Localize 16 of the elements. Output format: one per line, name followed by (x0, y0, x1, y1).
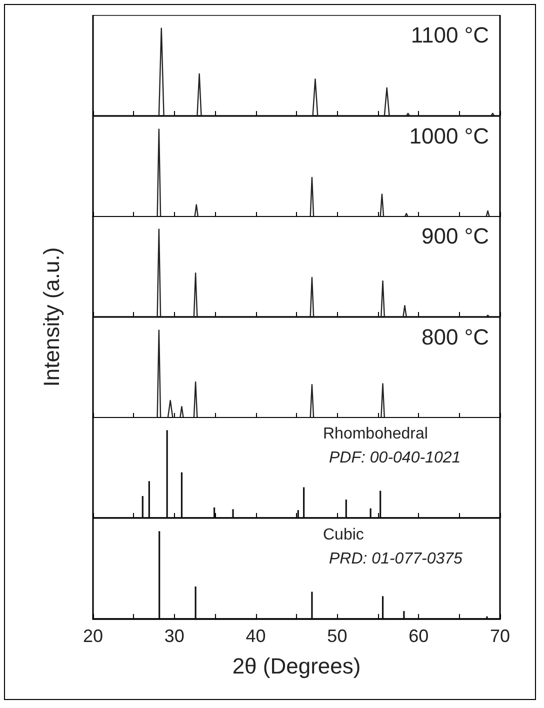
x-tick-label: 50 (327, 626, 348, 646)
text: PRD: 01-077-0375 (329, 550, 463, 567)
x-tick-label: 40 (246, 626, 266, 646)
chart-title: 900 °C (421, 224, 490, 248)
x-tick-label: 30 (164, 626, 184, 646)
x-axis-title: 2θ (Degrees) (232, 653, 361, 678)
chart-title: Cubic (323, 526, 364, 543)
y-axis-title: Intensity (a.u.) (39, 246, 65, 386)
text: PDF: 00-040-1021 (329, 450, 461, 466)
chart-title: 1000 °C (409, 123, 490, 148)
x-tick-label: 70 (490, 626, 510, 646)
chart-title: 1100 °C (410, 22, 490, 48)
x-tick-label: 20 (82, 626, 104, 646)
x-tick-label: 60 (408, 626, 429, 646)
chart-title: 800 °C (421, 324, 490, 349)
chart-title: Rhombohedral (323, 426, 428, 442)
